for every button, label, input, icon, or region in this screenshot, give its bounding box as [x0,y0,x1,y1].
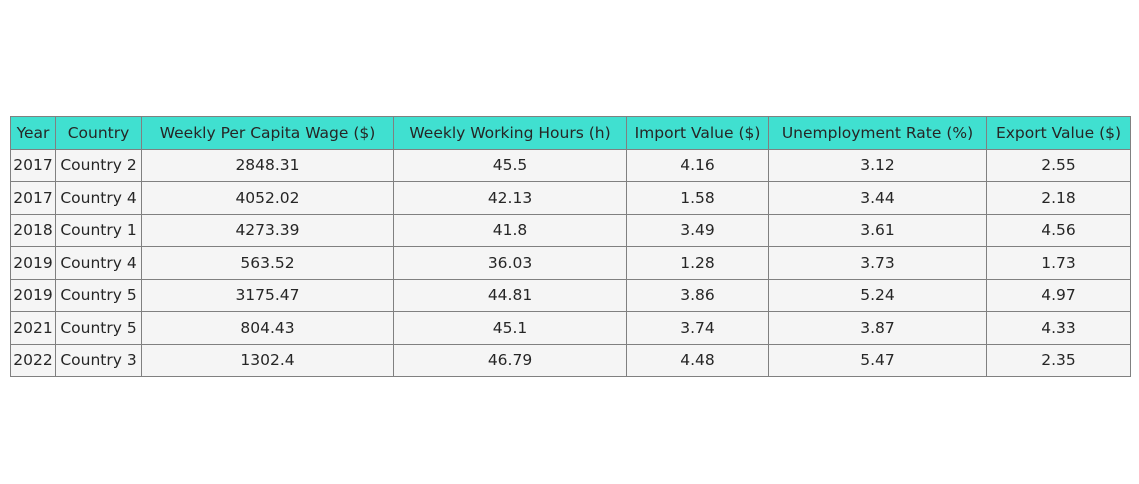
cell-year: 2017 [10,148,56,182]
cell-country: Country 4 [55,181,142,215]
table-row: 2018 Country 1 4273.39 41.8 3.49 3.61 4.56 [10,213,1131,247]
cell-weekly-wage: 3175.47 [141,278,394,312]
cell-unemployment-rate: 3.73 [768,246,987,280]
header-row: Year Country Weekly Per Capita Wage ($) … [10,116,1131,150]
cell-import-value: 3.86 [626,278,769,312]
table-row: 2017 Country 4 4052.02 42.13 1.58 3.44 2.18 [10,181,1131,215]
cell-import-value: 3.49 [626,213,769,247]
table-row: 2019 Country 5 3175.47 44.81 3.86 5.24 4.97 [10,278,1131,312]
cell-import-value: 4.16 [626,148,769,182]
cell-export-value: 2.18 [986,181,1131,215]
header-year: Year [10,116,56,150]
table-body: 2017 Country 2 2848.31 45.5 4.16 3.12 2.55 2017… [10,148,1131,377]
header-unemployment-rate: Unemployment Rate (%) [768,116,987,150]
cell-country: Country 2 [55,148,142,182]
cell-weekly-wage: 4273.39 [141,213,394,247]
cell-year: 2017 [10,181,56,215]
cell-weekly-wage: 1302.4 [141,343,394,377]
cell-weekly-hours: 45.5 [393,148,627,182]
cell-unemployment-rate: 3.61 [768,213,987,247]
table-header: Year Country Weekly Per Capita Wage ($) … [10,116,1131,150]
header-weekly-wage: Weekly Per Capita Wage ($) [141,116,394,150]
cell-export-value: 2.55 [986,148,1131,182]
cell-export-value: 1.73 [986,246,1131,280]
cell-unemployment-rate: 3.87 [768,311,987,345]
cell-country: Country 4 [55,246,142,280]
cell-country: Country 3 [55,343,142,377]
cell-year: 2018 [10,213,56,247]
cell-import-value: 1.58 [626,181,769,215]
cell-import-value: 4.48 [626,343,769,377]
cell-weekly-hours: 42.13 [393,181,627,215]
cell-weekly-wage: 804.43 [141,311,394,345]
cell-year: 2019 [10,278,56,312]
cell-import-value: 3.74 [626,311,769,345]
cell-export-value: 2.35 [986,343,1131,377]
cell-weekly-wage: 4052.02 [141,181,394,215]
cell-weekly-hours: 41.8 [393,213,627,247]
header-country: Country [55,116,142,150]
table-row: 2022 Country 3 1302.4 46.79 4.48 5.47 2.35 [10,343,1131,377]
cell-export-value: 4.56 [986,213,1131,247]
cell-import-value: 1.28 [626,246,769,280]
cell-weekly-wage: 2848.31 [141,148,394,182]
header-weekly-hours: Weekly Working Hours (h) [393,116,627,150]
header-import-value: Import Value ($) [626,116,769,150]
table-row: 2021 Country 5 804.43 45.1 3.74 3.87 4.33 [10,311,1131,345]
cell-year: 2022 [10,343,56,377]
table-row: 2019 Country 4 563.52 36.03 1.28 3.73 1.73 [10,246,1131,280]
cell-export-value: 4.33 [986,311,1131,345]
cell-unemployment-rate: 5.47 [768,343,987,377]
cell-unemployment-rate: 5.24 [768,278,987,312]
cell-year: 2021 [10,311,56,345]
data-table: Year Country Weekly Per Capita Wage ($) … [10,116,1131,377]
cell-country: Country 1 [55,213,142,247]
cell-country: Country 5 [55,278,142,312]
cell-weekly-wage: 563.52 [141,246,394,280]
cell-country: Country 5 [55,311,142,345]
cell-weekly-hours: 44.81 [393,278,627,312]
cell-weekly-hours: 46.79 [393,343,627,377]
cell-export-value: 4.97 [986,278,1131,312]
cell-unemployment-rate: 3.44 [768,181,987,215]
header-export-value: Export Value ($) [986,116,1131,150]
cell-unemployment-rate: 3.12 [768,148,987,182]
table-row: 2017 Country 2 2848.31 45.5 4.16 3.12 2.55 [10,148,1131,182]
cell-year: 2019 [10,246,56,280]
cell-weekly-hours: 45.1 [393,311,627,345]
cell-weekly-hours: 36.03 [393,246,627,280]
